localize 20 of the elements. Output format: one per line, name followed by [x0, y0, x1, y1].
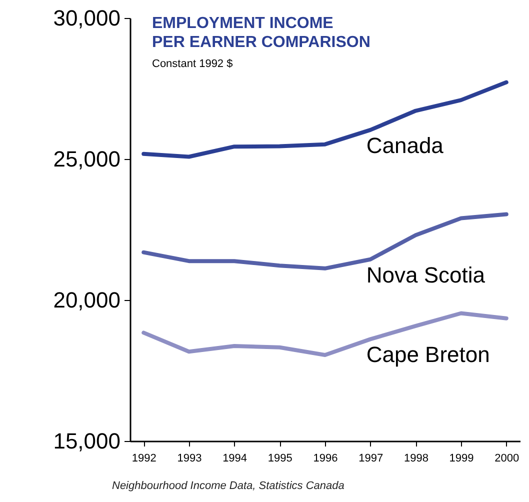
x-tick-label: 1999 [449, 452, 474, 464]
x-tick-label: 1993 [177, 452, 202, 464]
series-label: Nova Scotia [366, 262, 486, 288]
text: Neighbourhood Income Data, Statistics Canada [112, 480, 344, 492]
x-tick-label: 1995 [268, 452, 292, 464]
y-tick-label: 25,000 [53, 146, 120, 172]
y-tick-label: 20,000 [53, 288, 120, 312]
x-tick-label: 2000 [494, 452, 520, 464]
chart-title: EMPLOYMENT INCOME PER EARNER COMPARISON [152, 15, 370, 51]
y-tick-label: 30,000 [53, 6, 120, 30]
line-series [142, 80, 508, 159]
x-tick-label: 1992 [132, 452, 156, 464]
x-tick-label: 1996 [313, 452, 338, 464]
x-tick-label: 1994 [222, 452, 248, 464]
x-tick-label: 1998 [404, 452, 428, 464]
series-label: Cape Breton [366, 342, 490, 368]
text: Constant 1992 $ [152, 58, 233, 70]
x-tick-label: 1997 [358, 452, 384, 464]
y-tick-label: 15,000 [53, 428, 120, 454]
series-label: Canada [366, 132, 444, 158]
